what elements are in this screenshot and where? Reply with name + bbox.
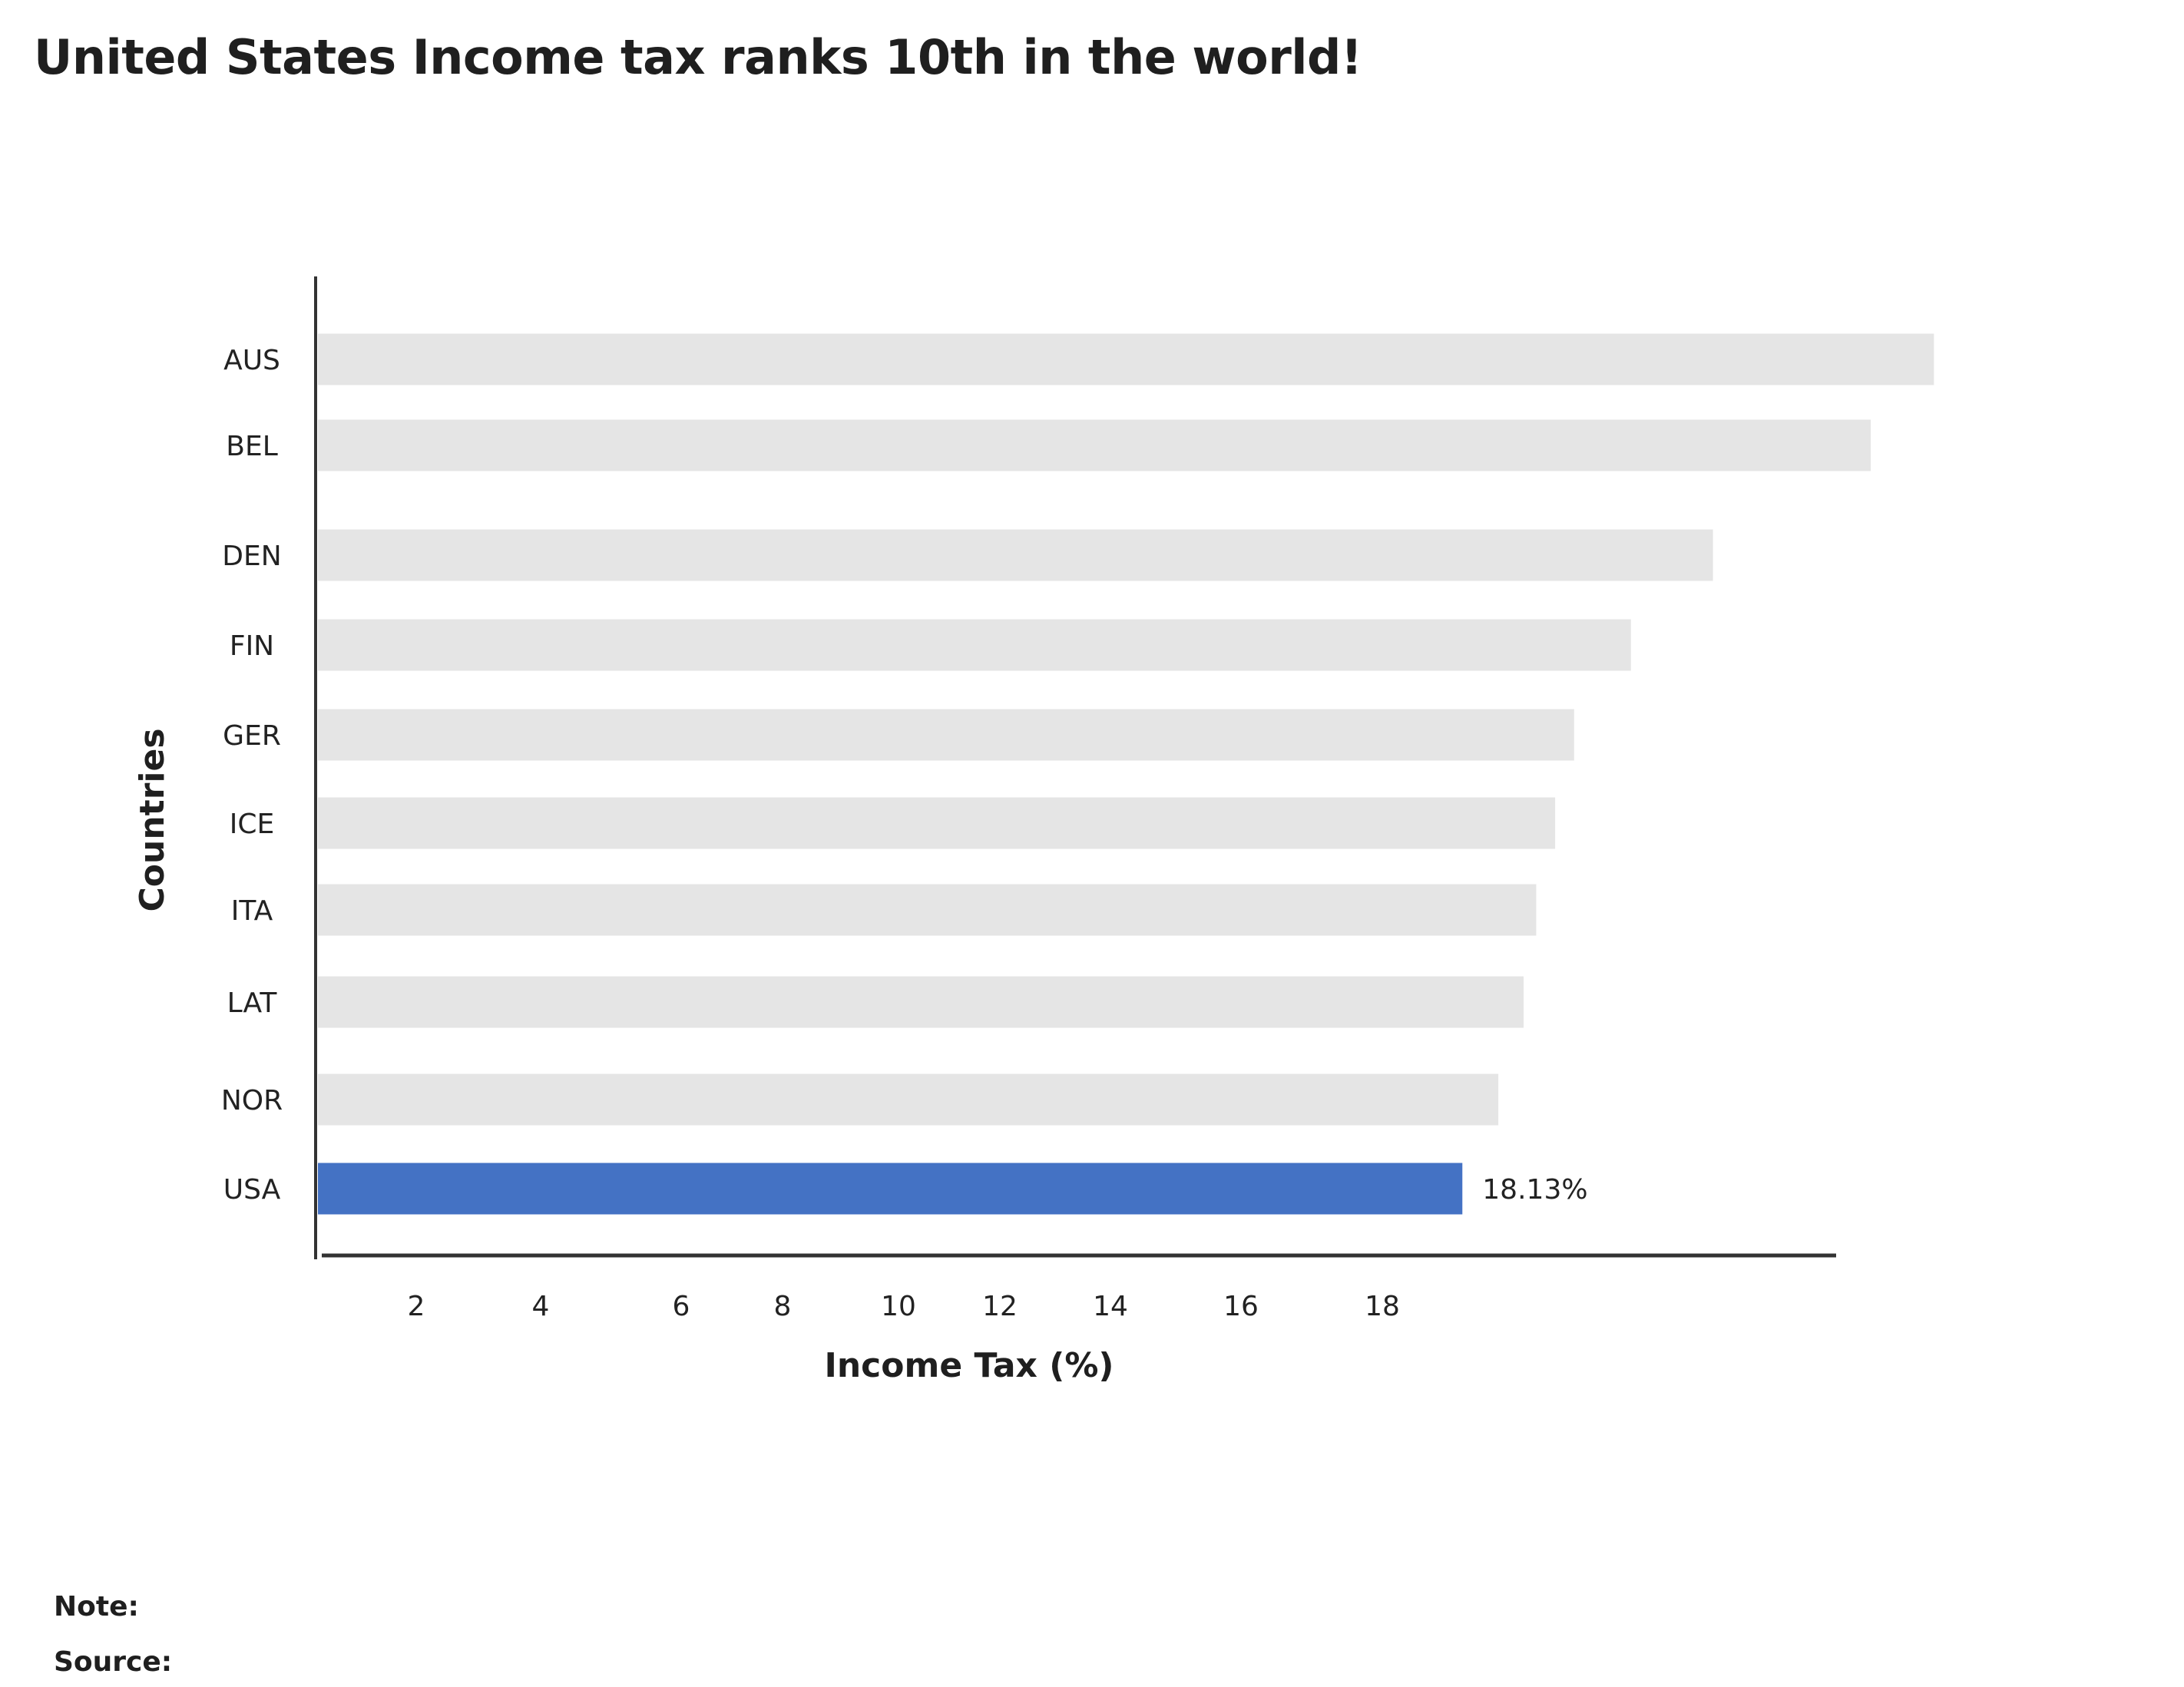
x-tick-label: 10 [881,1291,916,1322]
x-tick-label: 8 [774,1291,792,1322]
category-label-ger: GER [223,720,281,752]
bar-nor [318,1073,1499,1126]
chart-title: United States Income tax ranks 10th in t… [34,29,1362,85]
bar-den [318,529,1713,581]
bar-lat [318,976,1524,1028]
x-axis-ticks: 2 4 6 8 10 12 14 16 18 [408,1291,1400,1322]
category-label-ice: ICE [230,809,275,840]
y-axis-title: Countries [133,728,172,911]
x-tick-label: 12 [982,1291,1018,1322]
bar-aus [318,333,1934,385]
data-label-usa: 18.13% [1482,1174,1587,1206]
bar-fin [318,619,1631,671]
bar-ice [318,797,1556,849]
category-label-nor: NOR [221,1085,283,1116]
x-tick-label: 16 [1223,1291,1259,1322]
category-label-lat: LAT [227,987,278,1019]
bars-layer: 18.13% [318,333,1934,1215]
x-tick-label: 6 [673,1291,690,1322]
category-label-aus: AUS [223,345,280,376]
category-label-ita: ITA [231,895,273,927]
category-labels: AUS BEL DEN FIN GER ICE ITA LAT NOR USA [221,345,283,1206]
category-label-den: DEN [222,541,281,572]
x-axis-title: Income Tax (%) [824,1346,1114,1385]
category-label-bel: BEL [226,431,278,462]
bar-ger [318,709,1574,761]
source-label: Source: [54,1646,173,1678]
x-tick-label: 2 [408,1291,425,1322]
bar-ita [318,884,1537,936]
category-label-usa: USA [223,1174,281,1206]
note-label: Note: [54,1591,139,1622]
x-tick-label: 4 [532,1291,550,1322]
category-label-fin: FIN [230,630,274,662]
x-tick-label: 14 [1093,1291,1128,1322]
bar-bel [318,419,1871,471]
bar-usa [318,1163,1463,1215]
x-tick-label: 18 [1365,1291,1400,1322]
